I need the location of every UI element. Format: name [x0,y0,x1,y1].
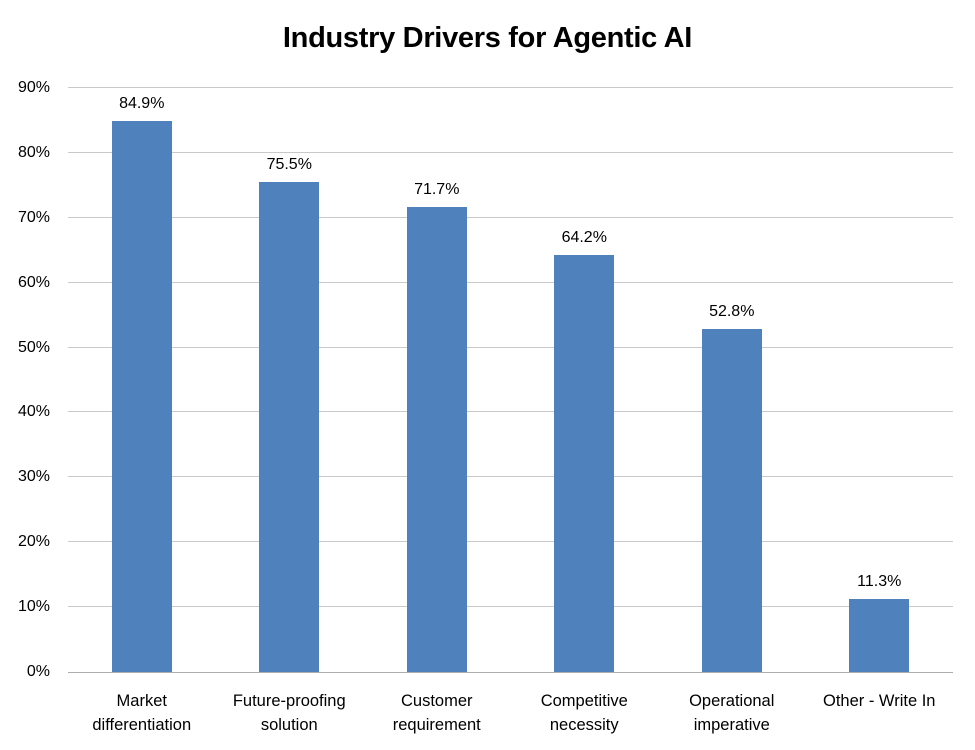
x-axis-line [68,672,953,673]
bar-value-label: 84.9% [119,95,165,113]
gridline [68,346,953,348]
category-label: Other - Write In [823,692,936,710]
x-axis: Market differentiation Future-proofing so… [68,672,953,750]
y-tick-label: 40% [17,403,50,421]
bar [849,598,910,672]
bar-value-label: 75.5% [266,156,312,174]
category-label: Operational imperative [689,692,775,734]
bar [701,329,762,672]
y-tick-label: 50% [17,338,50,356]
gridline [68,87,953,88]
bar [406,206,467,672]
gridline [68,151,953,153]
bar-slot: 11.3% [806,88,954,672]
bar [554,255,615,672]
bar-slot: 71.7% [363,88,511,672]
gridline [68,606,953,608]
gridline [68,541,953,543]
y-tick-label: 70% [17,208,50,226]
bar-value-label: 71.7% [414,180,460,198]
category-label: Competitive necessity [540,692,628,734]
y-tick-label: 10% [17,598,50,616]
bar-value-label: 11.3% [857,572,902,590]
bar-value-label: 52.8% [709,303,755,321]
bar-value-label: 64.2% [561,229,607,247]
bar-slot: 84.9% [68,88,216,672]
y-tick-label: 30% [17,468,50,486]
category-label: Market differentiation [92,692,192,734]
bar-slot: 75.5% [216,88,364,672]
bar-slot: 64.2% [511,88,659,672]
chart-title: Industry Drivers for Agentic AI [282,22,693,54]
gridline [68,281,953,283]
category-label: Customer requirement [392,692,481,734]
y-tick-label: 60% [17,273,50,291]
y-tick-label: 20% [17,533,50,551]
category-label: Future-proofing solution [232,692,346,734]
gridline [68,476,953,478]
y-tick-label: 90% [17,79,50,96]
y-tick-label: 80% [17,143,50,161]
y-axis: 0% 10% 20% 30% 40% 50% 60% 70% 80% 90% [0,79,60,680]
gridline [68,411,953,413]
bar-slot: 52.8% [658,88,806,672]
y-tick-label: 0% [26,663,50,680]
plot-area: 84.9% 75.5% 71.7% 64.2% 52.8% 11.3% [68,87,954,673]
bar [259,182,320,672]
gridline [68,216,953,218]
bar [111,121,172,672]
